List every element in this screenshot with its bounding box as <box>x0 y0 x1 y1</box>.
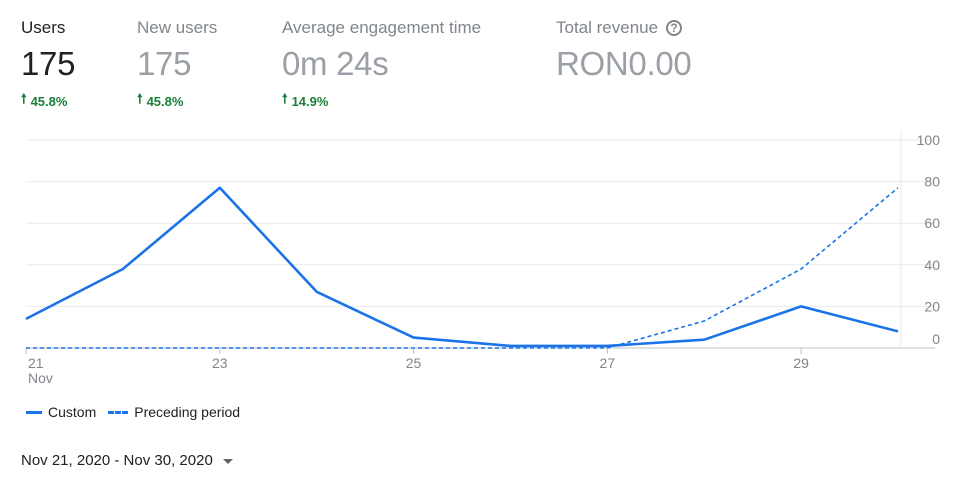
data-point <box>411 345 417 351</box>
metric-title: Total revenue ? <box>556 18 691 38</box>
data-point <box>895 328 901 334</box>
data-point <box>798 303 804 309</box>
data-point <box>701 318 707 324</box>
legend-item-custom[interactable]: Custom <box>26 404 96 420</box>
metric-title: New users <box>137 18 218 37</box>
data-point <box>314 289 320 295</box>
metric-title: Users <box>21 18 66 37</box>
x-tick-label: 23 <box>212 355 228 371</box>
metric-value: 175 <box>21 45 76 82</box>
metric-card-total-revenue[interactable]: Total revenue ? RON0.00 <box>556 18 692 82</box>
data-point <box>895 185 901 191</box>
data-point <box>217 185 223 191</box>
solid-line-swatch <box>26 410 42 414</box>
metric-card-avg-engagement[interactable]: Average engagement time 0m 24s 🠕 14.9% <box>282 18 481 112</box>
metric-card-new-users[interactable]: New users 175 🠕 45.8% <box>137 18 217 112</box>
y-tick-label: 20 <box>924 298 940 314</box>
metric-title: Average engagement time <box>282 18 482 37</box>
data-point <box>120 266 126 272</box>
series-line-custom <box>25 186 899 348</box>
metric-change-value: 45.8% <box>30 93 68 109</box>
data-point <box>23 345 29 351</box>
series-line-preceding <box>26 187 899 349</box>
legend-label: Preceding period <box>134 404 241 420</box>
x-tick-label: 29 <box>793 355 809 371</box>
metric-change-value: 14.9% <box>291 93 329 109</box>
legend-item-preceding[interactable]: Preceding period <box>108 404 240 420</box>
data-point <box>701 337 707 343</box>
y-tick-label: 80 <box>924 174 940 190</box>
x-tick-label: 21 <box>28 355 44 371</box>
data-point <box>217 345 223 351</box>
date-range-selector[interactable]: Nov 21, 2020 - Nov 30, 2020 <box>21 452 233 469</box>
metric-value: 0m 24s <box>282 45 389 82</box>
data-point <box>798 266 804 272</box>
data-point <box>120 345 126 351</box>
metrics-bar: Users 175 🠕 45.8% New users 175 🠕 45.8% … <box>0 0 961 120</box>
data-point <box>411 335 417 341</box>
chart-series <box>23 185 901 351</box>
chart-legend: Custom Preceding period <box>26 404 252 420</box>
data-point <box>604 343 610 349</box>
metric-change-value: 45.8% <box>146 93 184 109</box>
y-axis-ticks: 0 20 40 60 80 100 <box>917 132 941 347</box>
y-tick-label: 60 <box>924 215 940 231</box>
chart-grid <box>26 130 935 349</box>
data-point <box>23 316 29 322</box>
metric-title-text: Total revenue <box>556 18 659 37</box>
data-point <box>507 343 513 349</box>
arrow-up-icon: 🠕 <box>282 91 288 106</box>
metric-change: 🠕 45.8% <box>21 90 75 112</box>
x-tick-label: 27 <box>600 355 616 371</box>
metric-change: 🠕 14.9% <box>282 90 481 112</box>
help-icon[interactable]: ? <box>666 20 683 36</box>
data-point <box>314 345 320 351</box>
metric-value: RON0.00 <box>556 45 692 82</box>
dashed-line-swatch <box>108 410 129 414</box>
x-tick-label: 25 <box>406 355 422 371</box>
metric-value: 175 <box>137 45 192 82</box>
y-tick-label: 40 <box>924 257 940 273</box>
date-range-label: Nov 21, 2020 - Nov 30, 2020 <box>21 452 213 469</box>
y-tick-label: 100 <box>917 132 941 148</box>
y-tick-label: 0 <box>932 331 940 347</box>
arrow-up-icon: 🠕 <box>21 91 27 106</box>
arrow-up-icon: 🠕 <box>137 91 143 106</box>
metric-card-users[interactable]: Users 175 🠕 45.8% <box>21 18 75 112</box>
x-tick-sublabel: Nov <box>28 370 53 386</box>
legend-label: Custom <box>48 404 97 420</box>
caret-down-icon <box>222 459 233 464</box>
metric-change: 🠕 45.8% <box>137 90 217 112</box>
